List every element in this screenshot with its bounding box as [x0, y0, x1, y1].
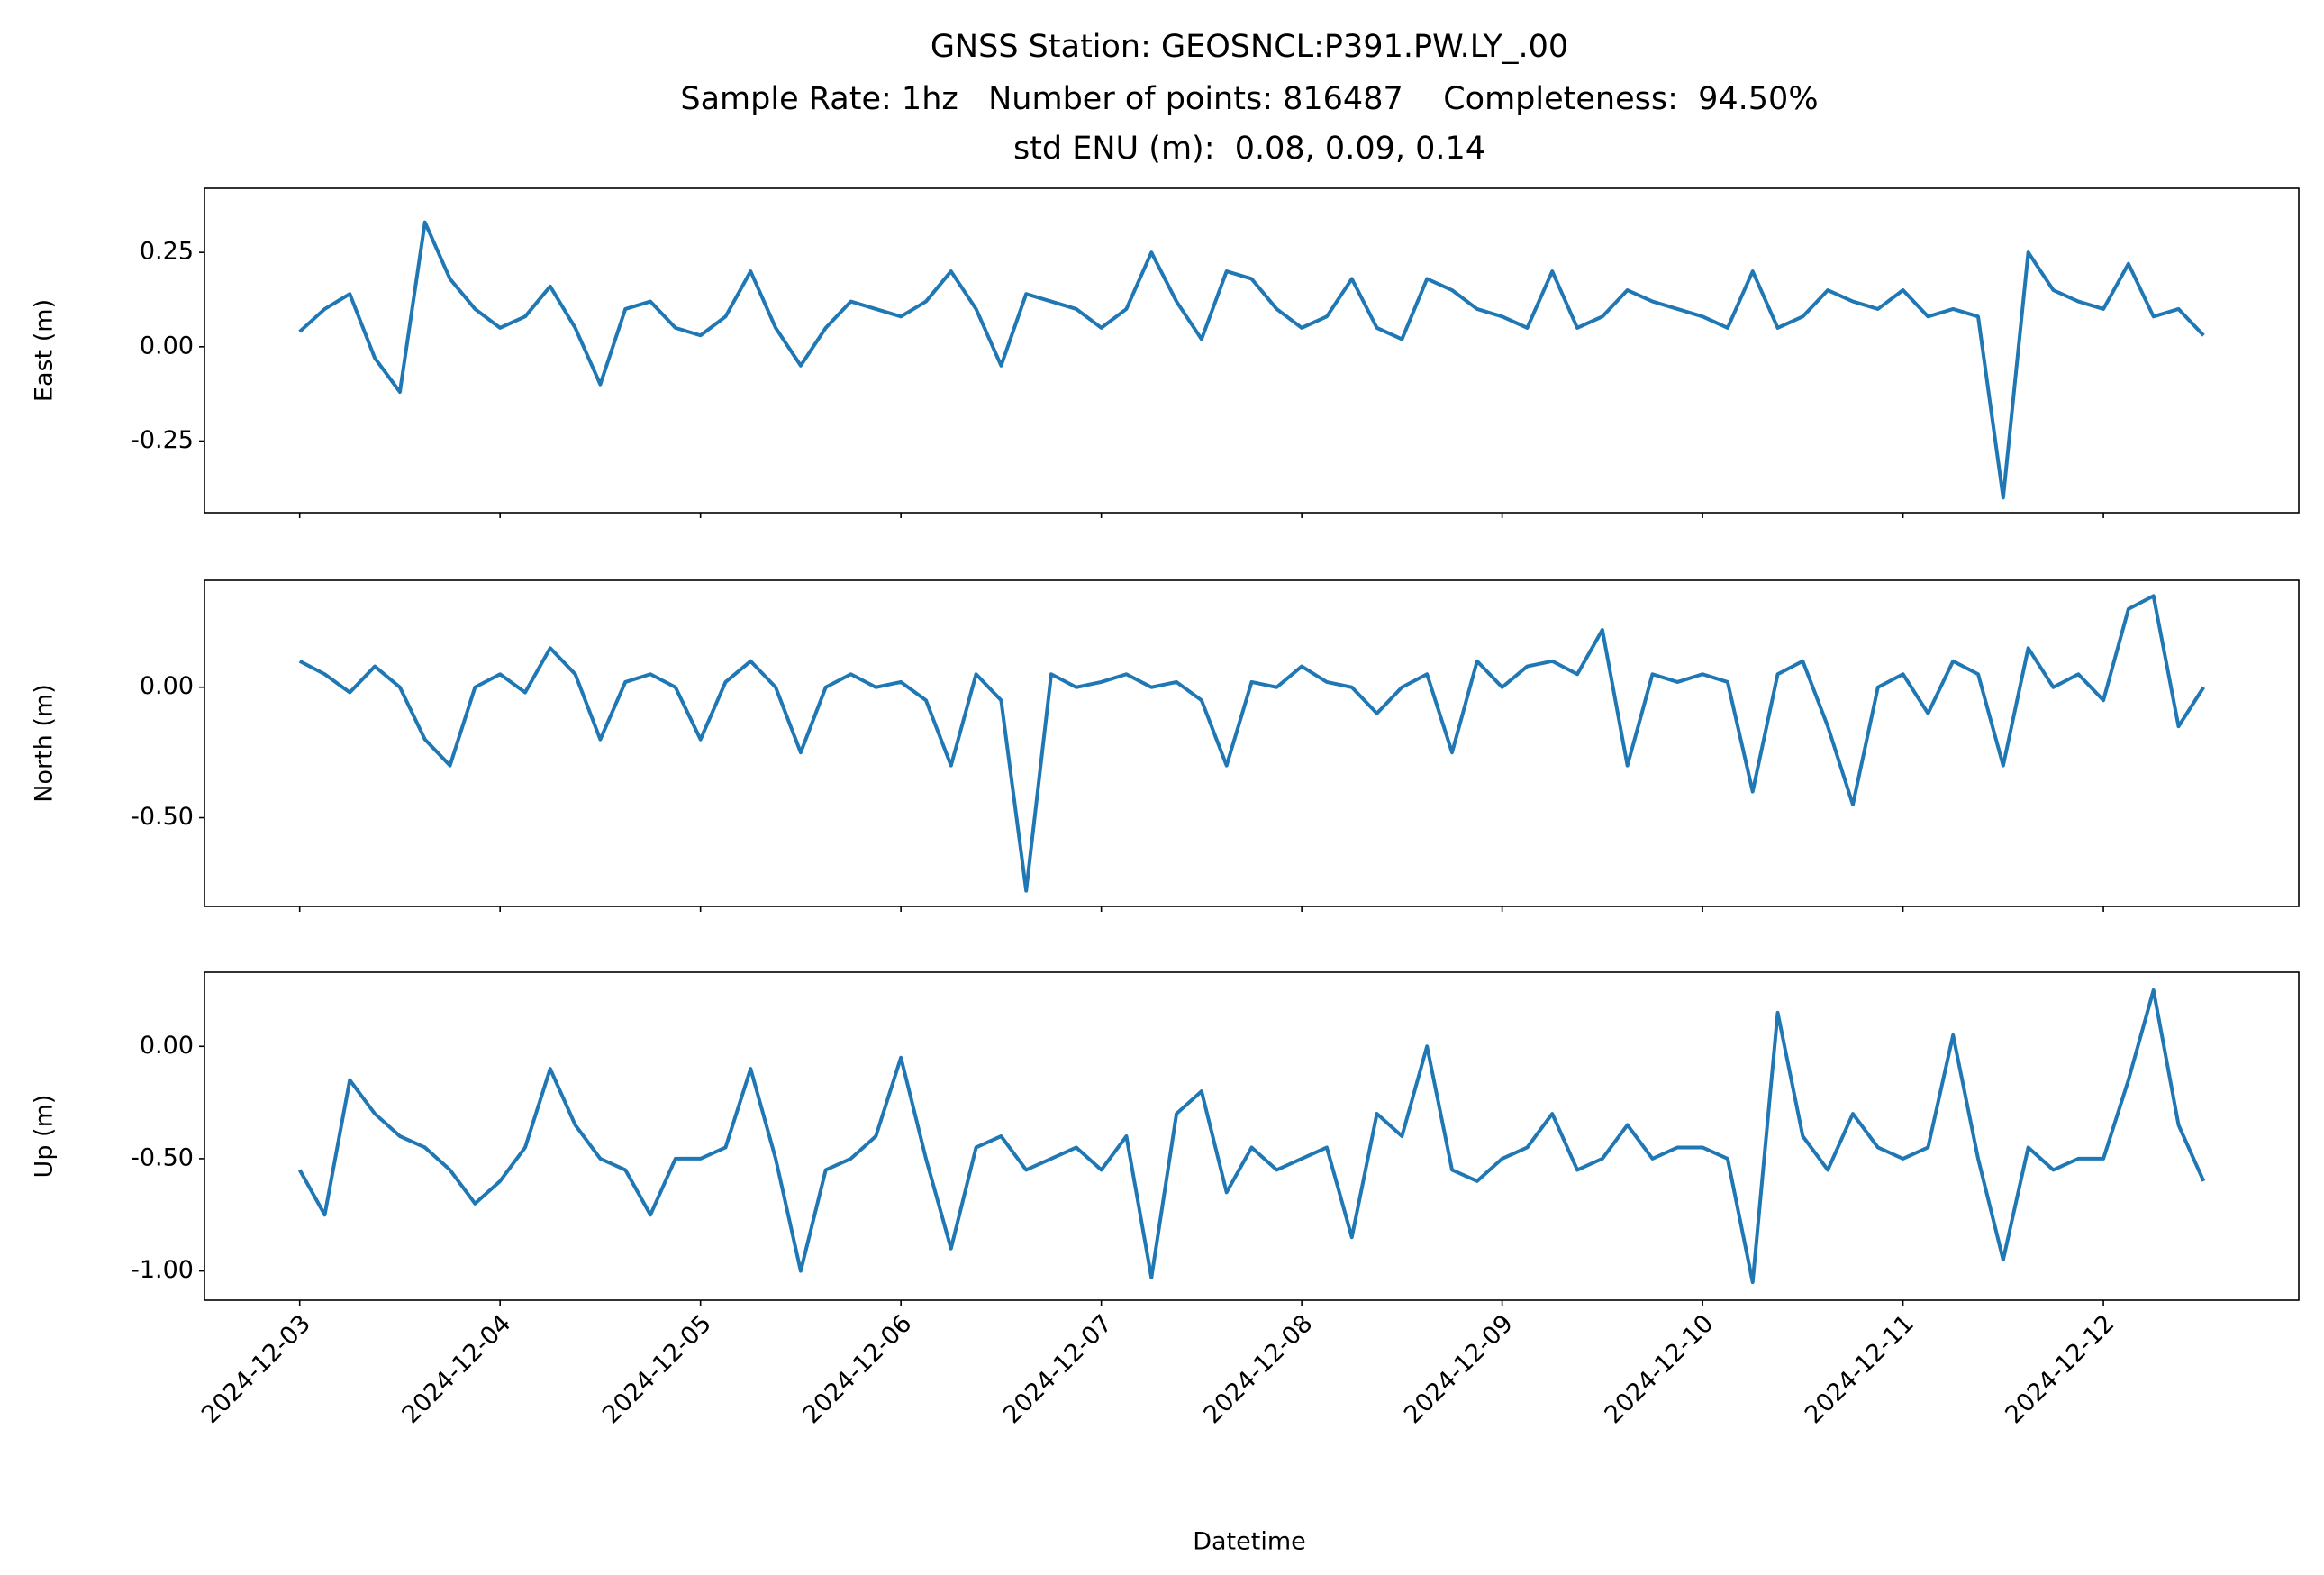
chart-title: GNSS Station: GEOSNCL:P391.PW.LY_.00	[931, 29, 1568, 65]
x-tick-label: 2024-12-12	[2000, 1309, 2120, 1429]
x-tick-label: 2024-12-04	[397, 1309, 517, 1429]
axes-frame	[204, 971, 2300, 1301]
y-tick-label: -0.25	[131, 426, 194, 454]
x-tick-label: 2024-12-03	[196, 1309, 316, 1429]
y-tick-label: 0.00	[140, 1032, 194, 1060]
y-axis-label: East (m)	[31, 299, 59, 402]
data-line	[298, 220, 2205, 500]
axes-frame	[204, 579, 2300, 907]
y-tick-label: -0.50	[131, 1143, 194, 1171]
chart-subtitle: Sample Rate: 1hz Number of points: 81648…	[680, 81, 1818, 117]
y-tick-label: -1.00	[131, 1256, 194, 1284]
y-tick-label: -0.50	[131, 803, 194, 831]
y-axis-label: North (m)	[31, 684, 59, 802]
y-tick-label: 0.25	[140, 238, 194, 266]
x-tick-label: 2024-12-11	[1800, 1309, 1920, 1429]
x-tick-label: 2024-12-09	[1399, 1309, 1519, 1429]
chart-subtitle: std ENU (m): 0.08, 0.09, 0.14	[1013, 131, 1485, 167]
data-line	[298, 594, 2206, 893]
y-axis-label: Up (m)	[31, 1095, 59, 1179]
axes-frame	[204, 187, 2300, 514]
x-tick-label: 2024-12-06	[798, 1309, 918, 1429]
x-tick-label: 2024-12-07	[998, 1309, 1118, 1429]
x-tick-label: 2024-12-05	[597, 1309, 717, 1429]
y-tick-label: 0.00	[140, 332, 194, 360]
y-tick-label: 0.00	[140, 672, 194, 700]
x-axis-label: Datetime	[1193, 1528, 1306, 1556]
x-tick-label: 2024-12-08	[1198, 1309, 1318, 1429]
x-tick-label: 2024-12-10	[1599, 1309, 1719, 1429]
data-line	[297, 988, 2206, 1285]
